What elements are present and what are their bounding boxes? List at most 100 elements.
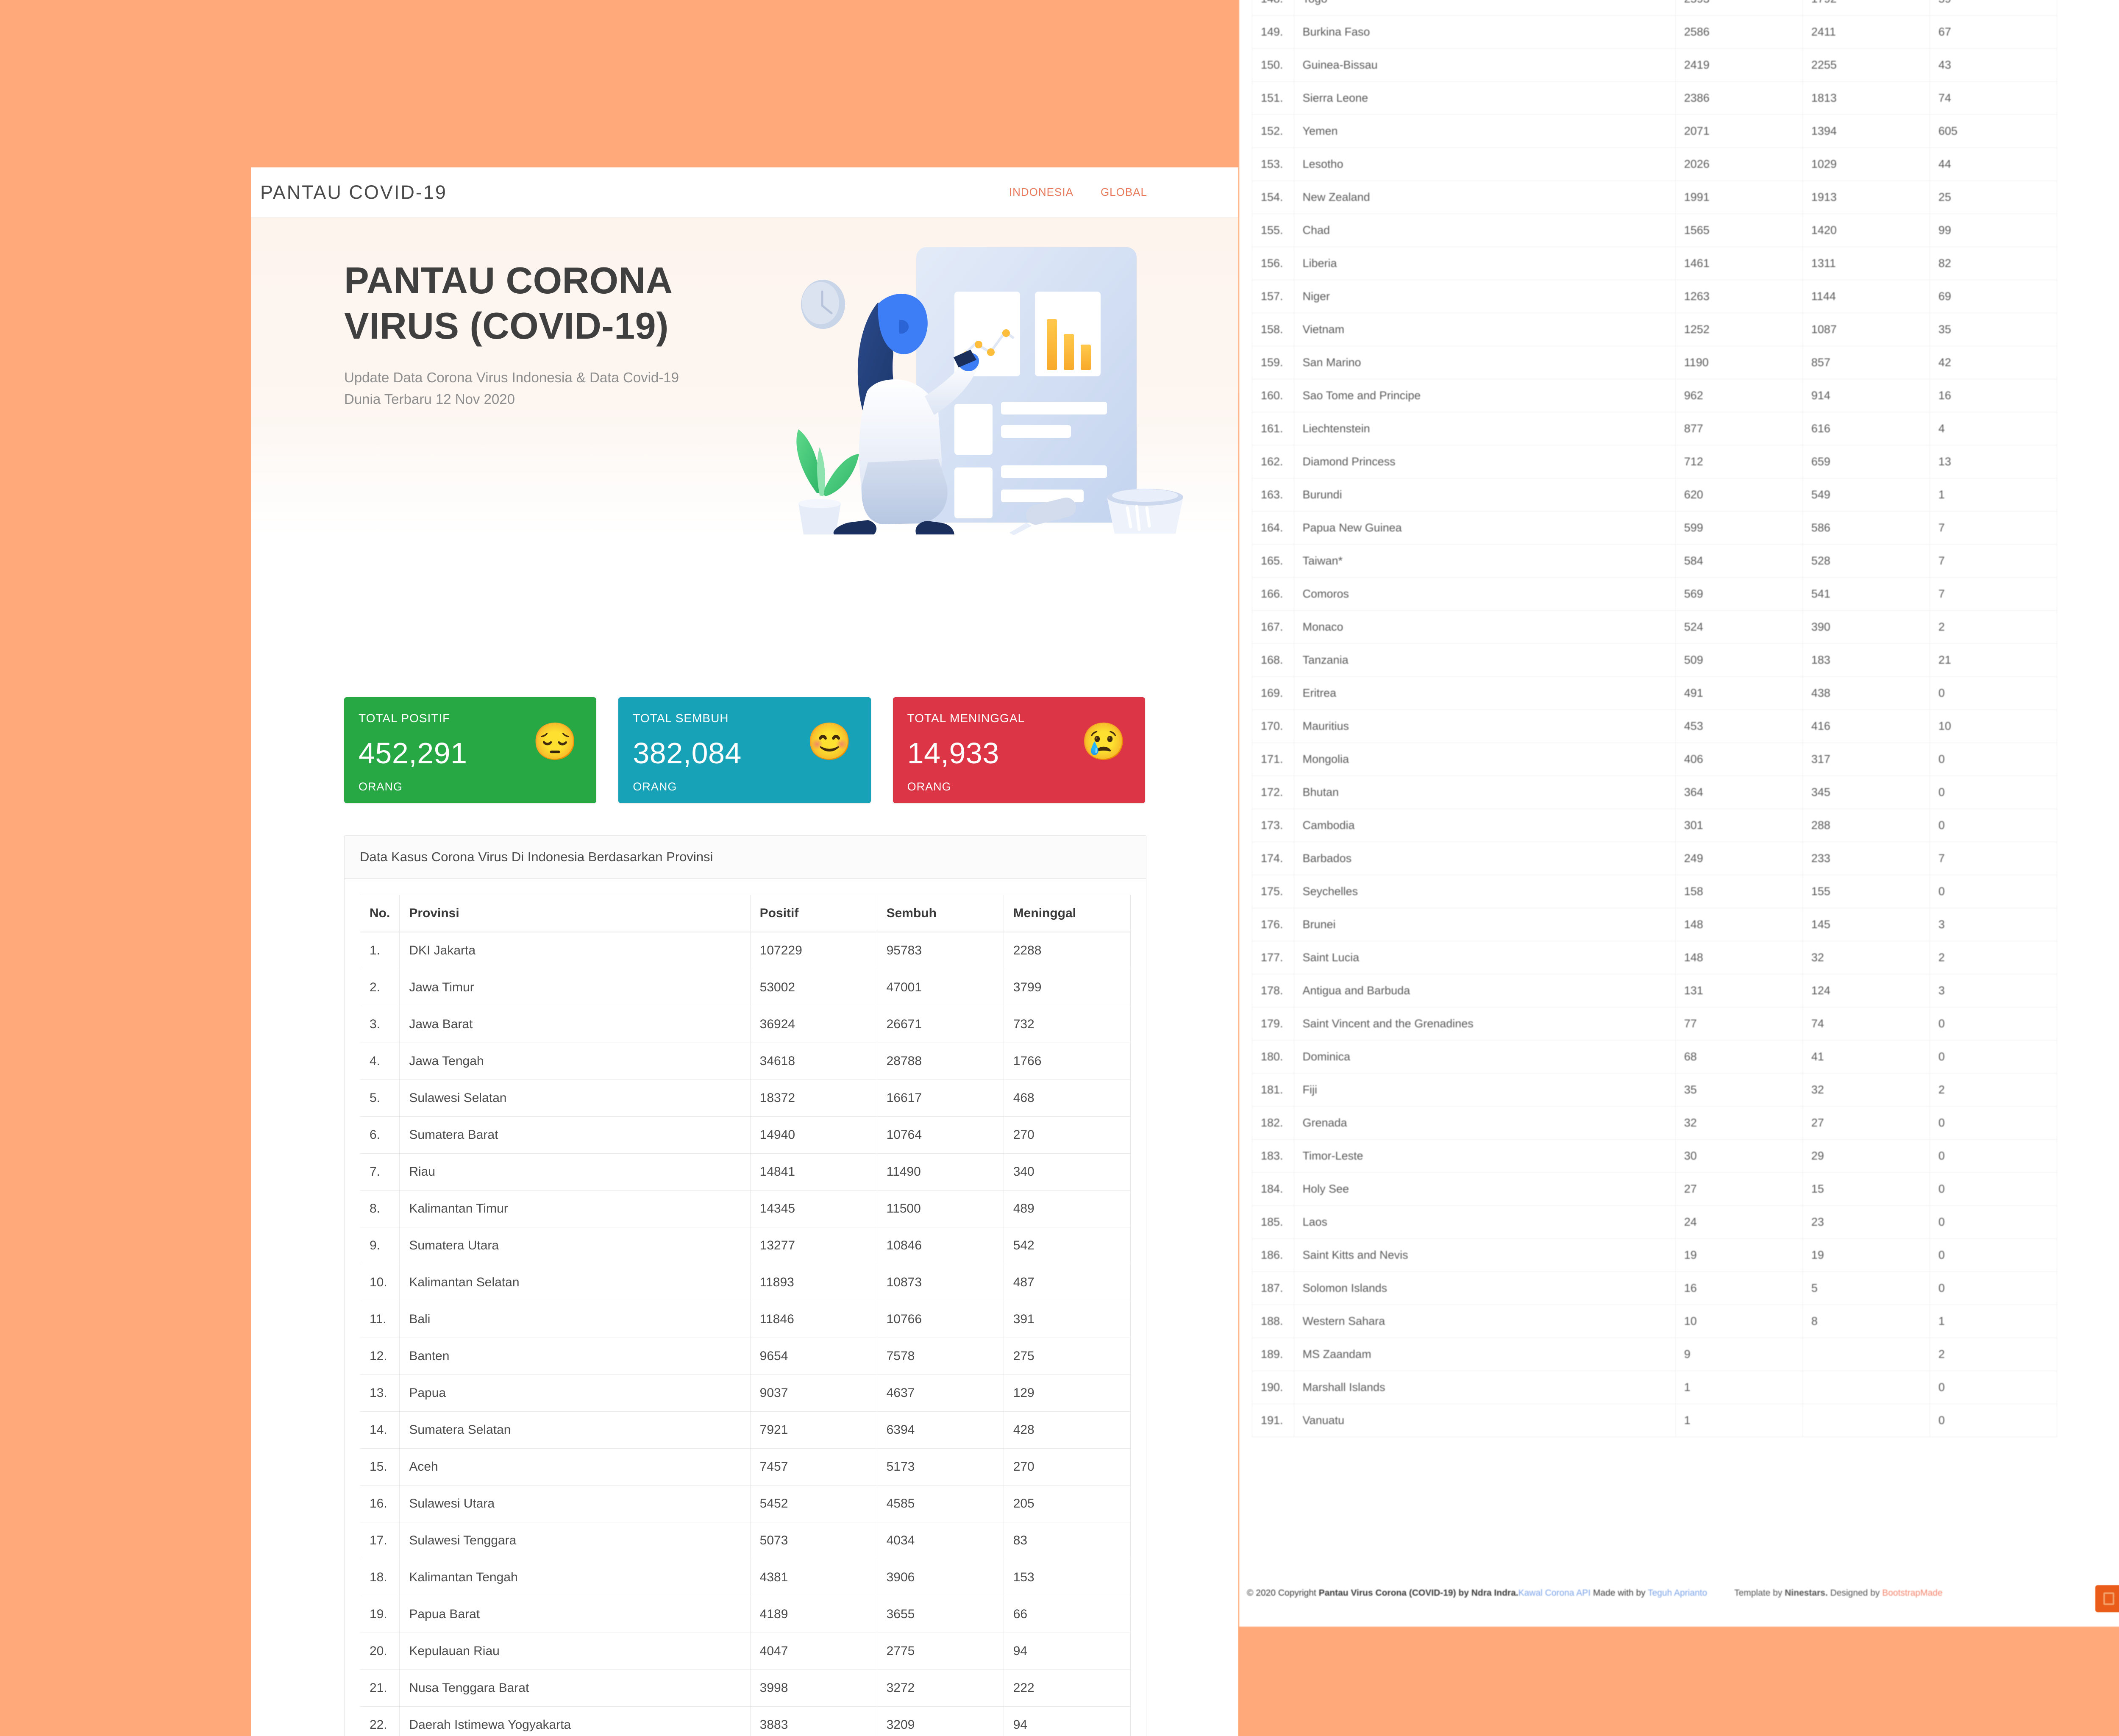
cell-positif: 7921 <box>750 1411 877 1449</box>
cell-positif: 1461 <box>1675 247 1803 280</box>
global-table-wrapper: 148.Togo2593179259149.Burkina Faso258624… <box>1252 0 2058 1437</box>
cell-provinsi: Jawa Timur <box>399 969 751 1006</box>
footer-api-link[interactable]: Kawal Corona API <box>1518 1588 1591 1598</box>
nav-link-global[interactable]: GLOBAL <box>1100 186 1147 198</box>
table-row: 149. Burkina Faso 2586 2411 67 <box>1252 15 2058 49</box>
cell-sembuh: 19 <box>1802 1238 1930 1272</box>
cell-meninggal: 0 <box>1929 1205 2058 1239</box>
hero-subtitle: Update Data Corona Virus Indonesia & Dat… <box>344 369 679 407</box>
table-row: 21. Nusa Tenggara Barat 3998 3272 222 <box>359 1669 1131 1707</box>
cell-meninggal: 0 <box>1929 1106 2058 1140</box>
cell-sembuh: 2255 <box>1802 48 1930 82</box>
panel-body: No. Provinsi Positif Sembuh Meninggal 1.… <box>345 879 1146 1736</box>
global-table-body: 148.Togo2593179259149.Burkina Faso258624… <box>1252 0 2058 1437</box>
cell-no: 180. <box>1252 1040 1294 1074</box>
cell-no: 14. <box>359 1411 400 1449</box>
footer-copyright-prefix: © 2020 Copyright <box>1247 1588 1319 1598</box>
pensive-face-icon: 😔 <box>532 721 578 762</box>
cell-sembuh: 145 <box>1802 908 1930 941</box>
cell-sembuh: 8 <box>1802 1305 1930 1338</box>
cell-no: 13. <box>359 1374 400 1412</box>
stat-label: TOTAL SEMBUH <box>633 712 729 725</box>
table-row: 18. Kalimantan Tengah 4381 3906 153 <box>359 1559 1131 1596</box>
cell-sembuh: 586 <box>1802 511 1930 545</box>
brand-logo[interactable]: PANTAU COVID-19 <box>260 181 447 203</box>
cell-sembuh: 528 <box>1802 544 1930 578</box>
cell-sembuh: 2411 <box>1802 15 1930 49</box>
panel-title: Data Kasus Corona Virus Di Indonesia Ber… <box>345 836 1146 879</box>
cell-country: Laos <box>1293 1205 1676 1239</box>
cell-no: 174. <box>1252 842 1294 875</box>
cell-positif: 18372 <box>750 1079 877 1117</box>
table-row: 177. Saint Lucia 148 32 2 <box>1252 941 2058 974</box>
cell-meninggal: 0 <box>1929 809 2058 842</box>
table-row: 155. Chad 1565 1420 99 <box>1252 214 2058 247</box>
cell-no: 185. <box>1252 1205 1294 1239</box>
cell-positif: 5073 <box>750 1522 877 1559</box>
cell-country: Cambodia <box>1293 809 1676 842</box>
cell-country: Lesotho <box>1293 147 1676 181</box>
cell-country: Mongolia <box>1293 743 1676 776</box>
cell-no: 9. <box>359 1227 400 1264</box>
footer-copyright-strong: Pantau Virus Corona (COVID-19) by Ndra I… <box>1318 1588 1518 1598</box>
cell-country: Burundi <box>1293 478 1676 512</box>
table-row: 150. Guinea-Bissau 2419 2255 43 <box>1252 48 2058 82</box>
cell-provinsi: Jawa Tengah <box>399 1043 751 1080</box>
cell-country: Yemen <box>1293 114 1676 148</box>
cell-provinsi: Riau <box>399 1153 751 1191</box>
cell-meninggal: 99 <box>1929 214 2058 247</box>
nav-link-indonesia[interactable]: INDONESIA <box>1009 186 1073 198</box>
arrow-up-icon <box>2103 1592 2114 1605</box>
col-header-meninggal: Meninggal <box>1003 895 1131 932</box>
cell-meninggal: 94 <box>1003 1706 1131 1736</box>
table-row: 179. Saint Vincent and the Grenadines 77 74… <box>1252 1007 2058 1040</box>
cell-sembuh: 47001 <box>876 969 1004 1006</box>
cell-sembuh: 3655 <box>876 1596 1004 1633</box>
cell-sembuh: 155 <box>1802 875 1930 908</box>
table-row: 5. Sulawesi Selatan 18372 16617 468 <box>359 1079 1131 1117</box>
page-title: PANTAU CORONA VIRUS (COVID-19) <box>344 259 672 347</box>
cell-country: Saint Kitts and Nevis <box>1293 1238 1676 1272</box>
cell-positif: 406 <box>1675 743 1803 776</box>
cell-no: 160. <box>1252 379 1294 412</box>
table-row: 163. Burundi 620 549 1 <box>1252 478 2058 512</box>
cell-provinsi: Papua Barat <box>399 1596 751 1633</box>
cell-meninggal: 153 <box>1003 1559 1131 1596</box>
footer-author-link[interactable]: Teguh Aprianto <box>1648 1588 1707 1598</box>
nav-links: INDONESIA GLOBAL <box>1009 186 1147 199</box>
cell-no: 182. <box>1252 1106 1294 1140</box>
cell-meninggal: 7 <box>1929 842 2058 875</box>
cell-no: 151. <box>1252 81 1294 115</box>
cell-no: 168. <box>1252 643 1294 677</box>
cell-no: 20. <box>359 1633 400 1670</box>
cell-sembuh: 416 <box>1802 709 1930 743</box>
cell-country: Liechtenstein <box>1293 412 1676 445</box>
cell-sembuh: 549 <box>1802 478 1930 512</box>
cell-meninggal: 25 <box>1929 181 2058 214</box>
cell-no: 163. <box>1252 478 1294 512</box>
cell-sembuh: 3906 <box>876 1559 1004 1596</box>
cell-no: 161. <box>1252 412 1294 445</box>
cell-sembuh: 345 <box>1802 776 1930 809</box>
cell-meninggal: 391 <box>1003 1301 1131 1338</box>
cell-sembuh: 29 <box>1802 1139 1930 1173</box>
table-row: 15. Aceh 7457 5173 270 <box>359 1448 1131 1486</box>
table-row: 181. Fiji 35 32 2 <box>1252 1073 2058 1107</box>
cell-no: 155. <box>1252 214 1294 247</box>
cell-no: 6. <box>359 1116 400 1154</box>
back-to-top-button[interactable] <box>2095 1585 2119 1612</box>
stat-label: TOTAL MENINGGAL <box>907 712 1025 725</box>
cell-meninggal: 0 <box>1929 875 2058 908</box>
cell-country: Taiwan* <box>1293 544 1676 578</box>
cell-no: 181. <box>1252 1073 1294 1107</box>
cell-no: 5. <box>359 1079 400 1117</box>
cell-positif: 509 <box>1675 643 1803 677</box>
table-row: 171. Mongolia 406 317 0 <box>1252 743 2058 776</box>
footer: © 2020 Copyright Pantau Virus Corona (CO… <box>1239 1560 2119 1627</box>
global-table: 148.Togo2593179259149.Burkina Faso258624… <box>1252 0 2058 1437</box>
cell-no: 21. <box>359 1669 400 1707</box>
footer-designer-link[interactable]: BootstrapMade <box>1882 1588 1943 1598</box>
cell-no: 157. <box>1252 280 1294 313</box>
table-row: 172. Bhutan 364 345 0 <box>1252 776 2058 809</box>
cell-positif: 249 <box>1675 842 1803 875</box>
